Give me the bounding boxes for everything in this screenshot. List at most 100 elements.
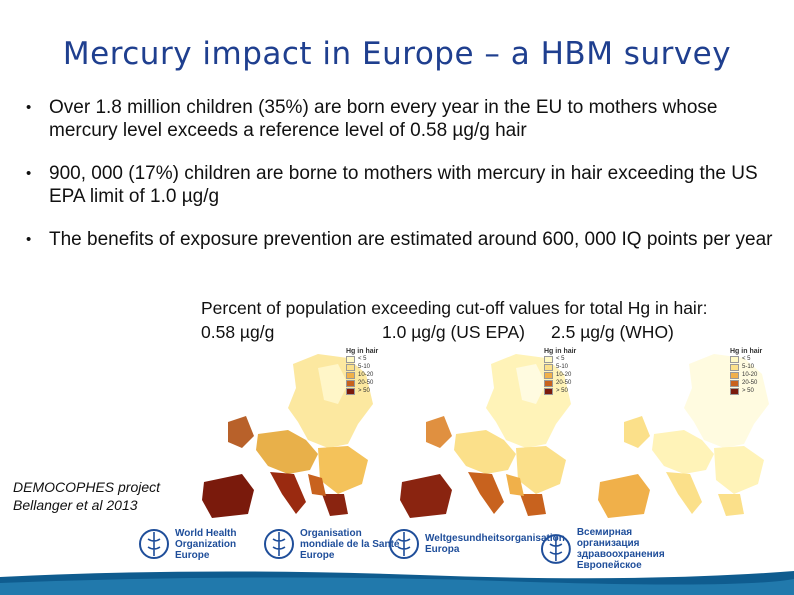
legend-swatch	[346, 355, 355, 363]
legend-label: 5-10	[742, 364, 755, 370]
who-emblem-icon	[389, 529, 419, 559]
who-emblem-icon	[540, 534, 571, 564]
bullet-list: • Over 1.8 million children (35%) are bor…	[22, 96, 782, 271]
bullet-text: The benefits of exposure prevention are …	[49, 229, 773, 250]
legend-title: Hg in hair	[346, 348, 379, 355]
legend-label: 20-50	[358, 380, 374, 386]
bullet-item: • 900, 000 (17%) children are borne to mo…	[22, 162, 782, 208]
legend-swatch	[346, 379, 355, 387]
legend-swatch	[730, 387, 739, 395]
europe-map-10: Hg in hair < 5 5-10 10-20 20-50 > 50	[396, 344, 584, 522]
logo-text: World Health Organization Europe	[175, 528, 236, 561]
logo-line: Weltgesundheitsorganisation	[425, 533, 565, 544]
legend-swatch	[346, 371, 355, 379]
logo-line: World Health	[175, 527, 237, 539]
legend-swatch	[730, 371, 739, 379]
legend-title: Hg in hair	[730, 348, 763, 355]
legend-row: < 5	[346, 355, 384, 363]
logo-text: Всемирная организация здравоохранения Евро…	[577, 527, 697, 571]
map-legend: Hg in hair < 5 5-10 10-20 20-50 > 50	[544, 348, 582, 395]
logo-line: mondiale de la Santé	[300, 538, 400, 550]
legend-row: 10-20	[346, 371, 384, 379]
logo-text: Organisation mondiale de la Santé Europe	[300, 528, 399, 561]
legend-swatch	[544, 371, 553, 379]
logo-line: Organisation	[300, 527, 362, 539]
legend-label: 10-20	[556, 372, 572, 378]
footer-wave	[0, 571, 794, 595]
cutoff-label: 1.0 µg/g (US EPA)	[382, 322, 526, 342]
slide-title: Mercury impact in Europe – a HBM survey	[62, 36, 732, 72]
legend-label: 10-20	[742, 372, 758, 378]
cutoff-label: 2.5 µg/g (WHO)	[551, 322, 674, 342]
legend-swatch	[730, 363, 739, 371]
europe-map-image	[598, 354, 769, 518]
logo-text: Weltgesundheitsorganisation Europa	[425, 533, 565, 555]
legend-row: 20-50	[346, 379, 384, 387]
who-emblem-icon	[139, 529, 169, 559]
legend-row: 10-20	[544, 371, 582, 379]
source-reference: Bellanger et al 2013	[13, 497, 138, 513]
map-legend: Hg in hair < 5 5-10 10-20 20-50 > 50	[346, 348, 384, 395]
legend-swatch	[544, 387, 553, 395]
source-project: DEMOCOPHES project	[13, 479, 161, 495]
legend-swatch	[730, 379, 739, 387]
legend-label: > 50	[742, 388, 754, 394]
source-citation: DEMOCOPHES project Bellanger et al 2013	[13, 478, 160, 514]
legend-title: Hg in hair	[544, 348, 577, 355]
legend-label: 20-50	[556, 380, 572, 386]
legend-label: < 5	[358, 356, 367, 362]
legend-label: 5-10	[556, 364, 569, 370]
legend-row: < 5	[730, 355, 768, 363]
who-logo-en: World Health Organization Europe	[137, 527, 236, 561]
bullet-text: Over 1.8 million children (35%) are born…	[49, 97, 718, 141]
logo-line: Европейское	[576, 560, 642, 571]
legend-swatch	[730, 355, 739, 363]
legend-label: > 50	[358, 388, 370, 394]
europe-map-058: Hg in hair < 5 5-10 10-20 20-50 > 50	[198, 344, 386, 522]
logo-line: Europe	[300, 549, 335, 561]
map-panels: Hg in hair < 5 5-10 10-20 20-50 > 50 Hg …	[198, 344, 782, 522]
map-legend: Hg in hair < 5 5-10 10-20 20-50 > 50	[730, 348, 768, 395]
legend-row: 10-20	[730, 371, 768, 379]
logo-line: Всемирная организация	[576, 527, 640, 549]
who-emblem-icon	[264, 529, 294, 559]
legend-swatch	[544, 363, 553, 371]
bullet-item: • Over 1.8 million children (35%) are bor…	[22, 96, 782, 142]
logo-line: Europe	[175, 549, 210, 561]
legend-swatch	[544, 355, 553, 363]
bullet-dot: •	[26, 99, 32, 116]
legend-row: > 50	[730, 387, 768, 395]
legend-row: > 50	[346, 387, 384, 395]
who-logo-fr: Organisation mondiale de la Santé Europe	[262, 527, 399, 561]
legend-label: < 5	[556, 356, 565, 362]
legend-label: 20-50	[742, 380, 758, 386]
logo-line: Organization	[175, 538, 237, 550]
legend-swatch	[346, 387, 355, 395]
who-logo-de: Weltgesundheitsorganisation Europa	[387, 527, 565, 561]
legend-row: 5-10	[346, 363, 384, 371]
legend-label: 5-10	[358, 364, 371, 370]
figure-caption: Percent of population exceeding cut-off …	[201, 296, 708, 344]
bullet-dot: •	[26, 165, 32, 182]
legend-row: < 5	[544, 355, 582, 363]
legend-label: > 50	[556, 388, 568, 394]
logo-line: здравоохранения	[576, 549, 665, 560]
legend-swatch	[346, 363, 355, 371]
bullet-text: 900, 000 (17%) children are borne to mot…	[49, 163, 758, 207]
caption-line: Percent of population exceeding cut-off …	[201, 298, 708, 318]
legend-label: < 5	[742, 356, 751, 362]
logo-strip: World Health Organization Europe Organisat…	[137, 527, 697, 571]
cutoff-label: 0.58 µg/g	[201, 322, 275, 342]
legend-swatch	[544, 379, 553, 387]
legend-label: 10-20	[358, 372, 374, 378]
legend-row: 5-10	[730, 363, 768, 371]
who-logo-ru: Всемирная организация здравоохранения Евро…	[539, 527, 697, 571]
cutoff-row: 0.58 µg/g 1.0 µg/g (US EPA) 2.5 µg/g (WHO)	[201, 320, 708, 344]
bullet-dot: •	[26, 231, 32, 248]
legend-row: > 50	[544, 387, 582, 395]
legend-row: 20-50	[544, 379, 582, 387]
legend-row: 20-50	[730, 379, 768, 387]
europe-map-25: Hg in hair < 5 5-10 10-20 20-50 > 50	[594, 344, 782, 522]
legend-row: 5-10	[544, 363, 582, 371]
bullet-item: • The benefits of exposure prevention are…	[22, 228, 782, 251]
